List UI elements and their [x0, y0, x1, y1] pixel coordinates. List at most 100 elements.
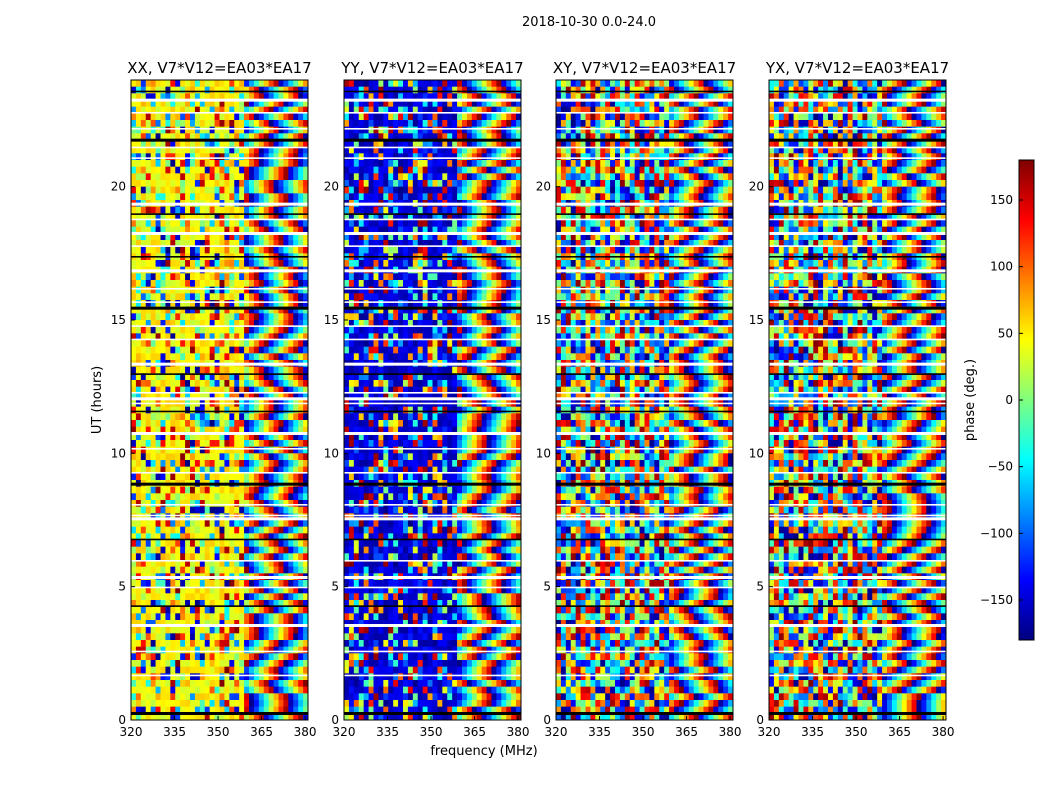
pixel-cell [165, 120, 171, 127]
pixel-cell [185, 273, 191, 280]
pixel-cell [195, 580, 201, 587]
pixel-cell [288, 193, 294, 200]
pixel-cell [269, 80, 275, 87]
pixel-cell [298, 633, 304, 640]
pixel-cell [185, 567, 191, 574]
pixel-cell [220, 673, 226, 680]
pixel-cell [378, 87, 384, 94]
pixel-cell [220, 447, 226, 454]
pixel-cell [234, 447, 240, 454]
pixel-cell [190, 653, 196, 660]
pixel-cell [161, 160, 167, 167]
pixel-cell [161, 280, 167, 287]
pixel-cell [378, 180, 384, 187]
pixel-cell [190, 407, 196, 414]
pixel-cell [452, 187, 458, 194]
pixel-cell [264, 667, 270, 674]
pixel-cell [496, 180, 502, 187]
pixel-cell [215, 567, 221, 574]
pixel-cell [492, 80, 498, 87]
pixel-cell [254, 700, 260, 707]
pixel-cell [195, 167, 201, 174]
pixel-cell [195, 607, 201, 614]
pixel-cell [175, 527, 181, 534]
pixel-cell [200, 87, 206, 94]
pixel-cell [190, 647, 196, 654]
pixel-cell [472, 327, 478, 334]
pixel-cell [185, 313, 191, 320]
pixel-cell [369, 220, 375, 227]
pixel-cell [482, 80, 488, 87]
pixel-cell [393, 167, 399, 174]
pixel-cell [165, 327, 171, 334]
pixel-cell [180, 647, 186, 654]
pixel-cell [180, 547, 186, 554]
pixel-cell [403, 220, 409, 227]
pixel-cell [141, 187, 147, 194]
pixel-cell [398, 173, 404, 180]
pixel-cell [462, 347, 468, 354]
pixel-cell [501, 327, 507, 334]
pixel-cell [151, 313, 157, 320]
pixel-cell [264, 660, 270, 667]
pixel-cell [210, 453, 216, 460]
pixel-cell [249, 173, 255, 180]
pixel-cell [210, 347, 216, 354]
pixel-cell [472, 313, 478, 320]
pixel-cell [283, 527, 289, 534]
pixel-cell [170, 260, 176, 267]
pixel-cell [369, 120, 375, 127]
pixel-cell [364, 260, 370, 267]
pixel-cell [190, 507, 196, 514]
pixel-cell [195, 520, 201, 527]
pixel-cell [156, 460, 162, 467]
pixel-cell [146, 293, 152, 300]
pixel-cell [205, 540, 211, 547]
pixel-cell [249, 640, 255, 647]
pixel-cell [131, 660, 137, 667]
pixel-cell [170, 160, 176, 167]
pixel-cell [442, 87, 448, 94]
pixel-cell [239, 607, 245, 614]
pixel-cell [190, 80, 196, 87]
pixel-cell [283, 693, 289, 700]
pixel-cell [437, 113, 443, 120]
pixel-cell [220, 493, 226, 500]
pixel-cell [239, 613, 245, 620]
pixel-cell [224, 127, 230, 134]
pixel-cell [244, 640, 250, 647]
pixel-cell [215, 507, 221, 514]
pixel-cell [269, 693, 275, 700]
pixel-cell [492, 273, 498, 280]
pixel-cell [249, 113, 255, 120]
pixel-cell [244, 287, 250, 294]
y-tick-label: 5 [118, 580, 126, 594]
pixel-cell [244, 580, 250, 587]
pixel-cell [215, 547, 221, 554]
pixel-cell [359, 87, 365, 94]
pixel-cell [185, 640, 191, 647]
pixel-cell [492, 313, 498, 320]
pixel-cell [259, 673, 265, 680]
pixel-cell [428, 293, 434, 300]
pixel-cell [234, 653, 240, 660]
pixel-cell [141, 260, 147, 267]
pixel-cell [215, 193, 221, 200]
pixel-cell [254, 553, 260, 560]
pixel-cell [254, 440, 260, 447]
pixel-cell [403, 260, 409, 267]
pixel-cell [175, 627, 181, 634]
pixel-cell [274, 380, 280, 387]
pixel-cell [274, 507, 280, 514]
pixel-cell [283, 207, 289, 214]
pixel-cell [433, 347, 439, 354]
pixel-cell [428, 193, 434, 200]
pixel-cell [383, 273, 389, 280]
pixel-cell [452, 260, 458, 267]
pixel-cell [215, 313, 221, 320]
pixel-cell [477, 187, 483, 194]
pixel-cell [229, 660, 235, 667]
pixel-cell [205, 673, 211, 680]
pixel-cell [383, 180, 389, 187]
pixel-cell [170, 527, 176, 534]
